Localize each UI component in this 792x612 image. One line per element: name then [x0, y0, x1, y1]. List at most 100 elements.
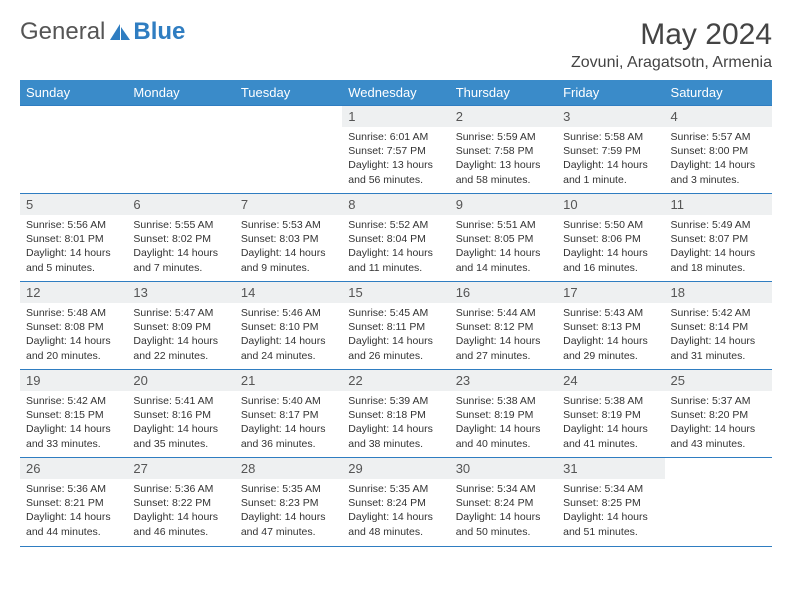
day-header-monday: Monday	[127, 80, 234, 106]
day-number: 29	[342, 458, 449, 479]
day-cell: 23Sunrise: 5:38 AMSunset: 8:19 PMDayligh…	[450, 370, 557, 458]
day-details: Sunrise: 5:35 AMSunset: 8:24 PMDaylight:…	[342, 479, 449, 543]
day-cell: 4Sunrise: 5:57 AMSunset: 8:00 PMDaylight…	[665, 106, 772, 194]
title-block: May 2024 Zovuni, Aragatsotn, Armenia	[571, 18, 772, 72]
week-row: 26Sunrise: 5:36 AMSunset: 8:21 PMDayligh…	[20, 458, 772, 546]
day-cell: 18Sunrise: 5:42 AMSunset: 8:14 PMDayligh…	[665, 282, 772, 370]
day-number: 31	[557, 458, 664, 479]
day-details: Sunrise: 5:44 AMSunset: 8:12 PMDaylight:…	[450, 303, 557, 367]
day-number: 12	[20, 282, 127, 303]
day-details: Sunrise: 5:36 AMSunset: 8:22 PMDaylight:…	[127, 479, 234, 543]
day-header-tuesday: Tuesday	[235, 80, 342, 106]
day-cell: 16Sunrise: 5:44 AMSunset: 8:12 PMDayligh…	[450, 282, 557, 370]
day-details: Sunrise: 5:43 AMSunset: 8:13 PMDaylight:…	[557, 303, 664, 367]
day-cell	[20, 106, 127, 194]
day-number: 1	[342, 106, 449, 127]
day-number: 4	[665, 106, 772, 127]
day-cell: 25Sunrise: 5:37 AMSunset: 8:20 PMDayligh…	[665, 370, 772, 458]
week-row: 5Sunrise: 5:56 AMSunset: 8:01 PMDaylight…	[20, 194, 772, 282]
day-details: Sunrise: 5:36 AMSunset: 8:21 PMDaylight:…	[20, 479, 127, 543]
day-number: 15	[342, 282, 449, 303]
day-details: Sunrise: 5:38 AMSunset: 8:19 PMDaylight:…	[557, 391, 664, 455]
day-cell: 21Sunrise: 5:40 AMSunset: 8:17 PMDayligh…	[235, 370, 342, 458]
day-number: 21	[235, 370, 342, 391]
day-number: 17	[557, 282, 664, 303]
day-number: 9	[450, 194, 557, 215]
day-details: Sunrise: 5:56 AMSunset: 8:01 PMDaylight:…	[20, 215, 127, 279]
day-number: 24	[557, 370, 664, 391]
day-number: 27	[127, 458, 234, 479]
day-number: 10	[557, 194, 664, 215]
calendar-table: SundayMondayTuesdayWednesdayThursdayFrid…	[20, 80, 772, 546]
day-number: 8	[342, 194, 449, 215]
day-number: 26	[20, 458, 127, 479]
day-details: Sunrise: 5:35 AMSunset: 8:23 PMDaylight:…	[235, 479, 342, 543]
day-number: 16	[450, 282, 557, 303]
day-details: Sunrise: 5:50 AMSunset: 8:06 PMDaylight:…	[557, 215, 664, 279]
day-details: Sunrise: 5:34 AMSunset: 8:24 PMDaylight:…	[450, 479, 557, 543]
day-cell: 22Sunrise: 5:39 AMSunset: 8:18 PMDayligh…	[342, 370, 449, 458]
day-details: Sunrise: 5:59 AMSunset: 7:58 PMDaylight:…	[450, 127, 557, 191]
day-cell: 7Sunrise: 5:53 AMSunset: 8:03 PMDaylight…	[235, 194, 342, 282]
day-cell: 17Sunrise: 5:43 AMSunset: 8:13 PMDayligh…	[557, 282, 664, 370]
week-row: 12Sunrise: 5:48 AMSunset: 8:08 PMDayligh…	[20, 282, 772, 370]
day-cell: 3Sunrise: 5:58 AMSunset: 7:59 PMDaylight…	[557, 106, 664, 194]
day-number: 6	[127, 194, 234, 215]
day-header-wednesday: Wednesday	[342, 80, 449, 106]
day-details: Sunrise: 5:42 AMSunset: 8:15 PMDaylight:…	[20, 391, 127, 455]
day-number: 30	[450, 458, 557, 479]
day-details: Sunrise: 5:52 AMSunset: 8:04 PMDaylight:…	[342, 215, 449, 279]
week-row: 19Sunrise: 5:42 AMSunset: 8:15 PMDayligh…	[20, 370, 772, 458]
day-cell: 19Sunrise: 5:42 AMSunset: 8:15 PMDayligh…	[20, 370, 127, 458]
day-cell	[235, 106, 342, 194]
day-details: Sunrise: 5:39 AMSunset: 8:18 PMDaylight:…	[342, 391, 449, 455]
day-cell: 30Sunrise: 5:34 AMSunset: 8:24 PMDayligh…	[450, 458, 557, 546]
day-details: Sunrise: 5:55 AMSunset: 8:02 PMDaylight:…	[127, 215, 234, 279]
day-number: 22	[342, 370, 449, 391]
day-number: 23	[450, 370, 557, 391]
day-cell: 26Sunrise: 5:36 AMSunset: 8:21 PMDayligh…	[20, 458, 127, 546]
day-number: 11	[665, 194, 772, 215]
day-cell: 20Sunrise: 5:41 AMSunset: 8:16 PMDayligh…	[127, 370, 234, 458]
day-cell: 14Sunrise: 5:46 AMSunset: 8:10 PMDayligh…	[235, 282, 342, 370]
day-header-sunday: Sunday	[20, 80, 127, 106]
day-cell: 27Sunrise: 5:36 AMSunset: 8:22 PMDayligh…	[127, 458, 234, 546]
day-details: Sunrise: 5:34 AMSunset: 8:25 PMDaylight:…	[557, 479, 664, 543]
day-details: Sunrise: 5:58 AMSunset: 7:59 PMDaylight:…	[557, 127, 664, 191]
day-number: 18	[665, 282, 772, 303]
day-cell	[127, 106, 234, 194]
day-cell: 15Sunrise: 5:45 AMSunset: 8:11 PMDayligh…	[342, 282, 449, 370]
day-cell: 13Sunrise: 5:47 AMSunset: 8:09 PMDayligh…	[127, 282, 234, 370]
logo-text-2: Blue	[133, 18, 185, 46]
day-details: Sunrise: 5:48 AMSunset: 8:08 PMDaylight:…	[20, 303, 127, 367]
month-title: May 2024	[571, 18, 772, 52]
bottom-border	[20, 546, 772, 547]
day-number: 7	[235, 194, 342, 215]
day-cell	[665, 458, 772, 546]
day-details: Sunrise: 5:57 AMSunset: 8:00 PMDaylight:…	[665, 127, 772, 191]
day-number: 25	[665, 370, 772, 391]
day-details: Sunrise: 5:45 AMSunset: 8:11 PMDaylight:…	[342, 303, 449, 367]
day-number: 13	[127, 282, 234, 303]
day-details: Sunrise: 5:49 AMSunset: 8:07 PMDaylight:…	[665, 215, 772, 279]
day-header-thursday: Thursday	[450, 80, 557, 106]
day-cell: 1Sunrise: 6:01 AMSunset: 7:57 PMDaylight…	[342, 106, 449, 194]
day-cell: 31Sunrise: 5:34 AMSunset: 8:25 PMDayligh…	[557, 458, 664, 546]
day-header-saturday: Saturday	[665, 80, 772, 106]
day-cell: 8Sunrise: 5:52 AMSunset: 8:04 PMDaylight…	[342, 194, 449, 282]
day-cell: 6Sunrise: 5:55 AMSunset: 8:02 PMDaylight…	[127, 194, 234, 282]
logo-text-1: General	[20, 18, 105, 46]
day-cell: 11Sunrise: 5:49 AMSunset: 8:07 PMDayligh…	[665, 194, 772, 282]
day-number: 20	[127, 370, 234, 391]
day-cell: 10Sunrise: 5:50 AMSunset: 8:06 PMDayligh…	[557, 194, 664, 282]
sail-icon	[109, 23, 131, 41]
day-cell: 5Sunrise: 5:56 AMSunset: 8:01 PMDaylight…	[20, 194, 127, 282]
day-cell: 9Sunrise: 5:51 AMSunset: 8:05 PMDaylight…	[450, 194, 557, 282]
logo: General Blue	[20, 18, 185, 46]
day-header-row: SundayMondayTuesdayWednesdayThursdayFrid…	[20, 80, 772, 106]
day-cell: 28Sunrise: 5:35 AMSunset: 8:23 PMDayligh…	[235, 458, 342, 546]
day-cell: 24Sunrise: 5:38 AMSunset: 8:19 PMDayligh…	[557, 370, 664, 458]
day-cell: 2Sunrise: 5:59 AMSunset: 7:58 PMDaylight…	[450, 106, 557, 194]
day-details: Sunrise: 5:38 AMSunset: 8:19 PMDaylight:…	[450, 391, 557, 455]
day-details: Sunrise: 5:37 AMSunset: 8:20 PMDaylight:…	[665, 391, 772, 455]
